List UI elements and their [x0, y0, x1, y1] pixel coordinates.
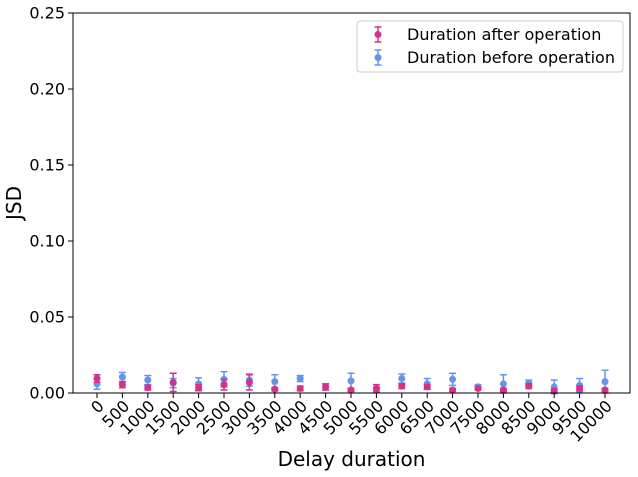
y-tick-label: 0.05	[29, 308, 65, 327]
data-point-after	[322, 383, 330, 391]
legend-marker-after	[374, 31, 382, 38]
data-point-after	[398, 382, 406, 390]
data-point-after	[525, 382, 533, 390]
y-tick-label: 0.20	[29, 80, 65, 99]
y-tick-label: 0.00	[29, 384, 65, 403]
data-point-after	[576, 384, 584, 392]
legend-label-before: Duration before operation	[407, 48, 615, 67]
data-point-after	[118, 381, 126, 389]
data-point-after	[220, 381, 228, 389]
data-point-after	[347, 386, 355, 394]
y-axis-title: JSD	[2, 186, 26, 222]
data-point-before	[601, 378, 609, 386]
y-axis-ticks: 0.00 0.05 0.10 0.15 0.20 0.25	[29, 4, 73, 403]
data-point-before	[296, 375, 304, 383]
data-point-after	[93, 375, 101, 383]
data-point-after	[372, 384, 380, 392]
data-point-before	[449, 375, 457, 383]
data-point-after	[169, 378, 177, 386]
y-tick-label: 0.10	[29, 232, 65, 251]
data-point-after	[474, 384, 482, 392]
data-point-after	[144, 384, 152, 392]
data-point-before	[118, 373, 126, 381]
y-tick-label: 0.25	[29, 4, 65, 23]
legend-box	[356, 20, 624, 73]
data-point-before	[347, 377, 355, 385]
data-point-after	[499, 386, 507, 394]
legend-marker-before	[374, 54, 382, 61]
data-point-before	[499, 380, 507, 388]
data-point-before	[398, 375, 406, 383]
data-point-after	[296, 384, 304, 392]
x-axis-ticks: 0500100015002000250030003500400045005000…	[87, 393, 616, 446]
data-point-after	[195, 384, 203, 392]
data-point-before	[144, 376, 152, 384]
y-tick-label: 0.15	[29, 156, 65, 175]
legend: Duration after operation Duration before…	[356, 20, 624, 73]
data-point-after	[271, 385, 279, 393]
data-point-after	[550, 387, 558, 395]
data-point-before	[271, 378, 279, 386]
plot-marks	[93, 369, 609, 395]
data-point-after	[423, 383, 431, 391]
data-point-after	[449, 386, 457, 394]
legend-label-after: Duration after operation	[407, 25, 601, 44]
x-axis-title: Delay duration	[278, 447, 426, 471]
data-point-after	[601, 386, 609, 394]
data-point-after	[245, 378, 253, 386]
